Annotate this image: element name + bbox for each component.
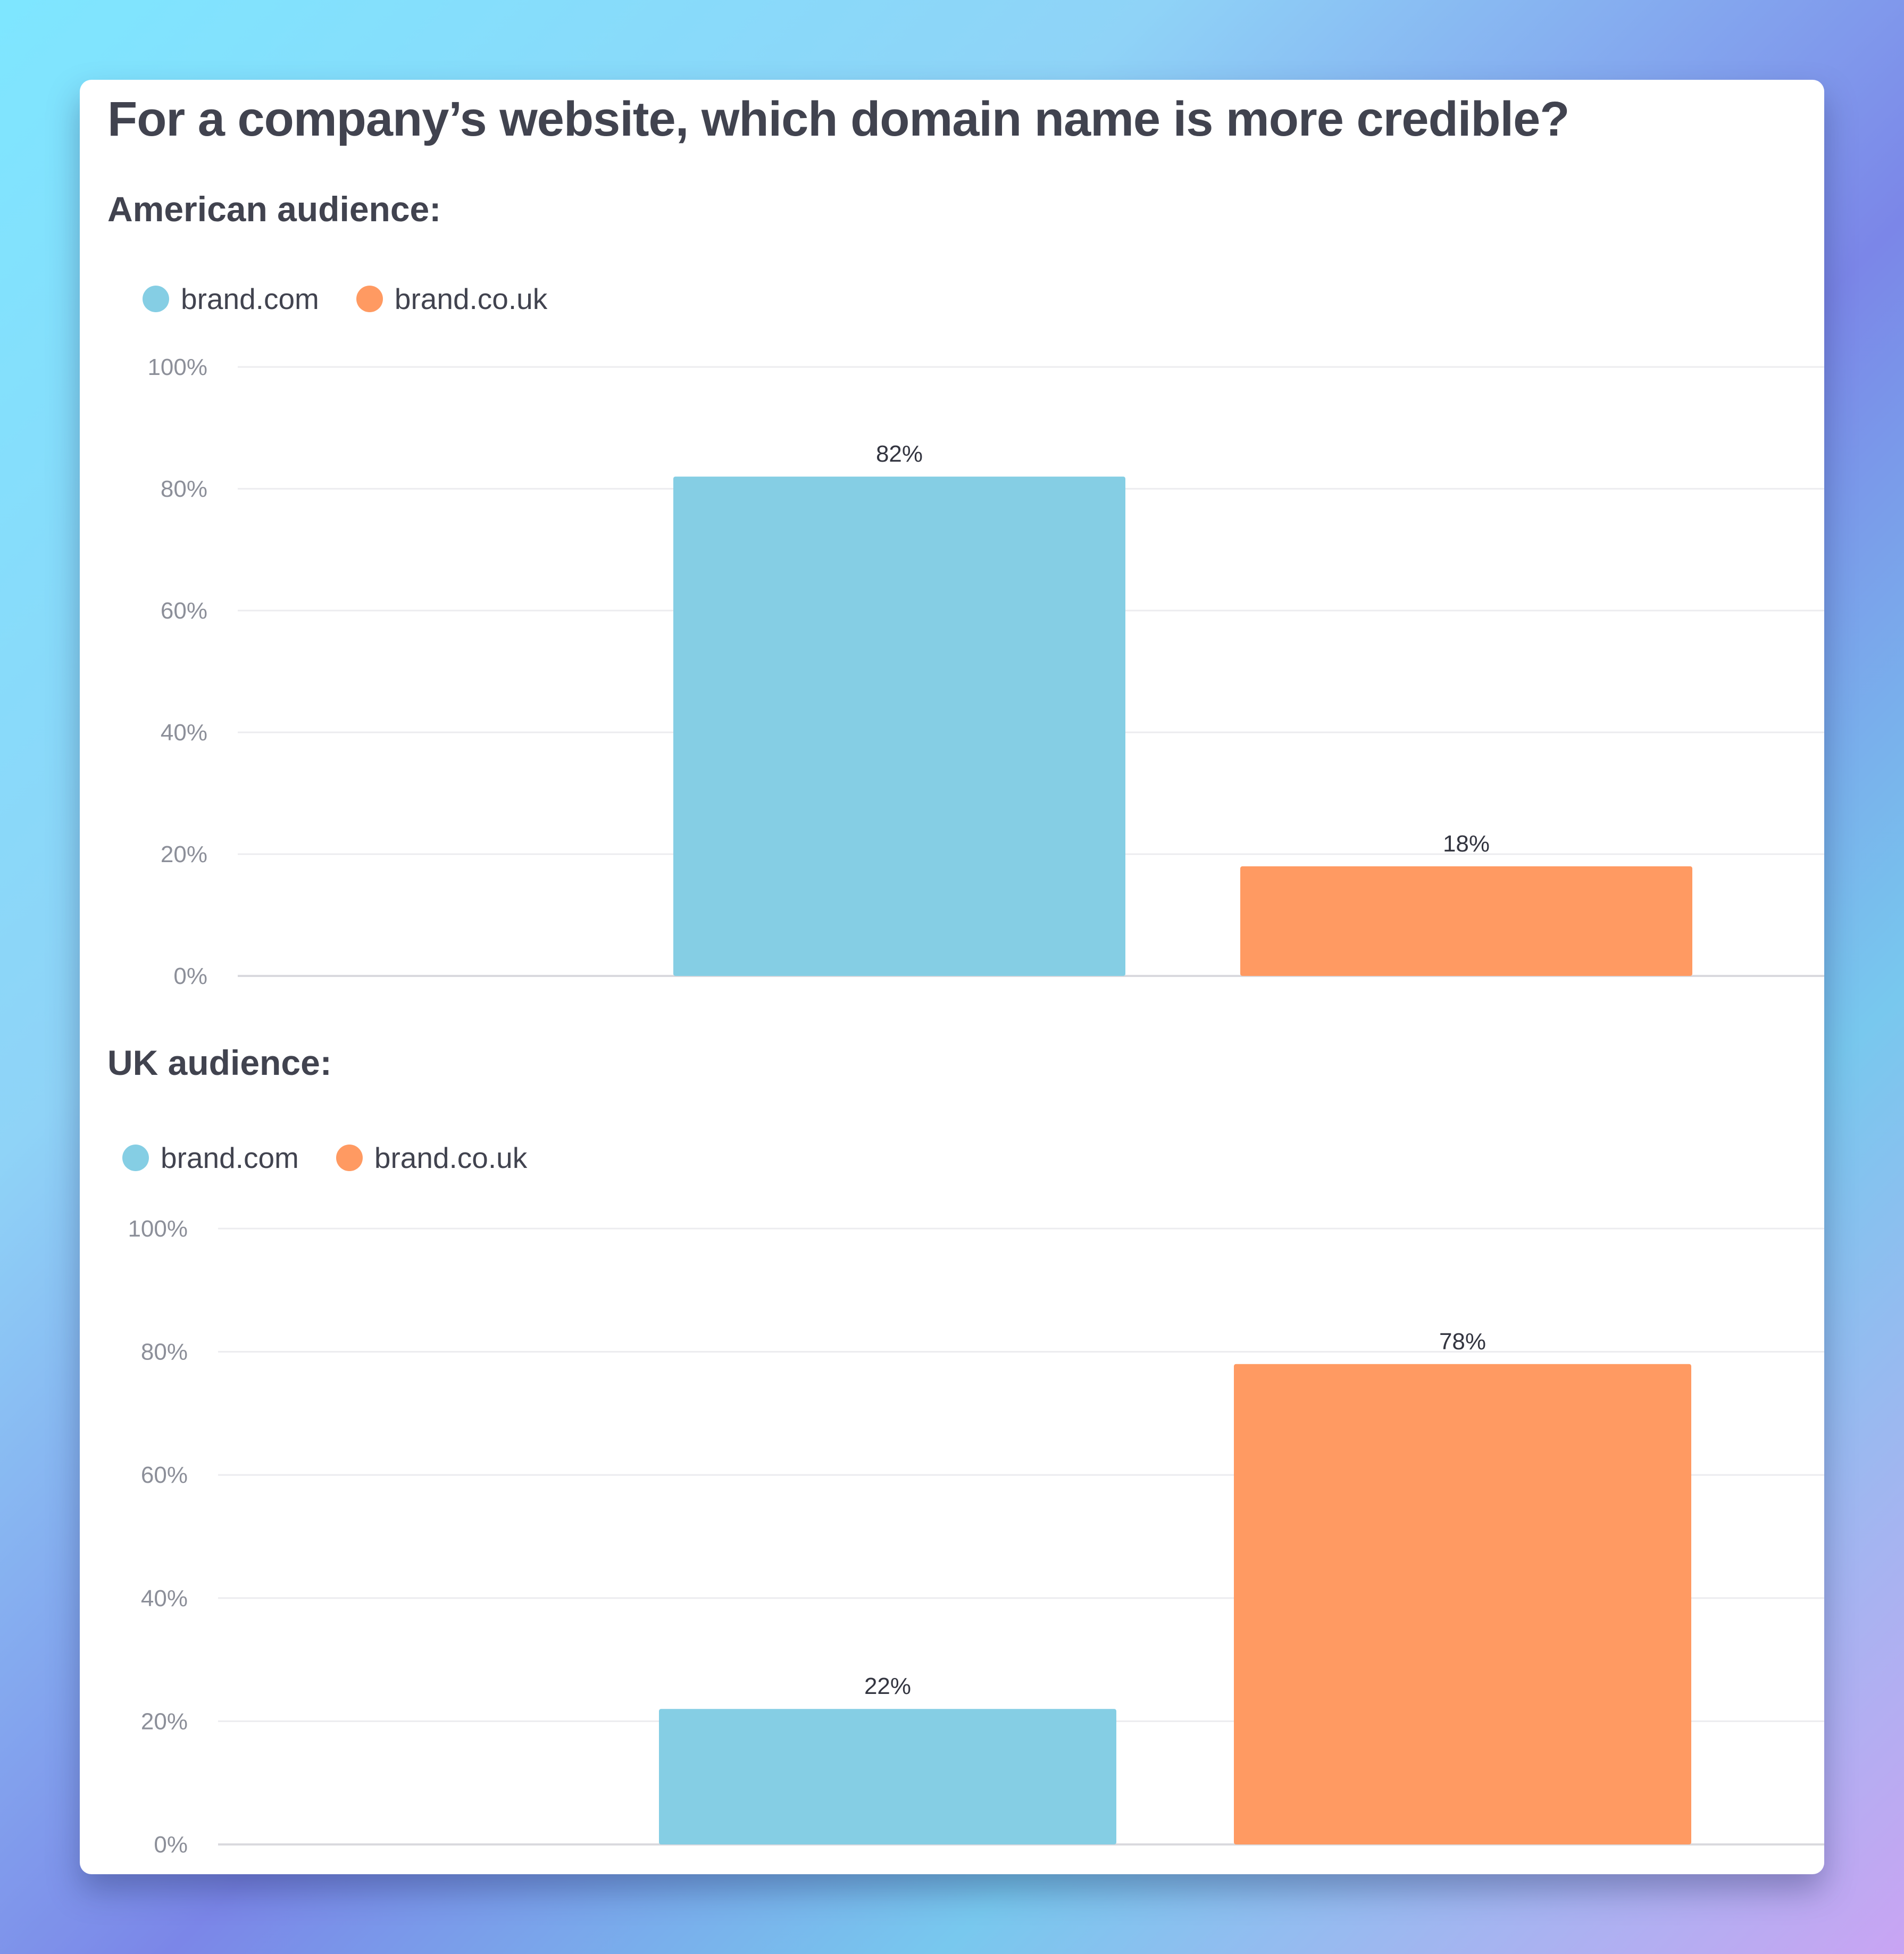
american-y-tick-label: 40% xyxy=(161,720,207,746)
american-data-label-brand-co-uk: 18% xyxy=(1443,831,1490,857)
uk-bar-chart: 0% 20% 40% 60% 80% 100% 22% 78% xyxy=(128,1216,1824,1858)
uk-bar-brand-com xyxy=(659,1709,1116,1844)
american-legend: brand.com brand.co.uk xyxy=(143,282,584,316)
legend-label-brand-com: brand.com xyxy=(161,1141,299,1174)
uk-data-label-brand-co-uk: 78% xyxy=(1439,1329,1486,1355)
uk-y-tick-label: 40% xyxy=(141,1585,188,1611)
legend-label-brand-com: brand.com xyxy=(181,282,319,315)
uk-y-tick-label: 20% xyxy=(141,1708,188,1734)
uk-legend: brand.com brand.co.uk xyxy=(122,1141,564,1175)
uk-y-tick-label: 60% xyxy=(141,1462,188,1488)
uk-y-tick-label: 80% xyxy=(141,1339,188,1365)
american-data-label-brand-com: 82% xyxy=(876,441,923,467)
uk-bar-brand-co-uk xyxy=(1234,1364,1691,1844)
chart-card: For a company’s website, which domain na… xyxy=(80,80,1824,1874)
american-y-tick-label: 60% xyxy=(161,598,207,624)
uk-data-label-brand-com: 22% xyxy=(864,1673,911,1699)
legend-swatch-brand-co-uk xyxy=(356,286,383,312)
chart-title: For a company’s website, which domain na… xyxy=(107,92,1569,146)
american-bar-chart: 0% 20% 40% 60% 80% 100% 82% 18% xyxy=(147,354,1824,989)
legend-item-brand-com[interactable]: brand.com xyxy=(143,282,319,316)
american-y-tick-label: 80% xyxy=(161,476,207,502)
legend-item-brand-co-uk[interactable]: brand.co.uk xyxy=(336,1141,527,1175)
american-audience-subtitle: American audience: xyxy=(107,189,441,229)
legend-item-brand-com[interactable]: brand.com xyxy=(122,1141,299,1175)
legend-label-brand-co-uk: brand.co.uk xyxy=(374,1141,528,1174)
american-y-tick-label: 20% xyxy=(161,841,207,867)
legend-item-brand-co-uk[interactable]: brand.co.uk xyxy=(356,282,547,316)
uk-y-tick-label: 100% xyxy=(128,1216,188,1242)
legend-swatch-brand-co-uk xyxy=(336,1145,363,1171)
legend-label-brand-co-uk: brand.co.uk xyxy=(394,282,548,315)
uk-audience-subtitle: UK audience: xyxy=(107,1043,332,1082)
american-y-tick-label: 100% xyxy=(147,354,207,380)
american-bar-brand-co-uk xyxy=(1240,866,1692,976)
american-bar-brand-com xyxy=(673,477,1125,976)
legend-swatch-brand-com xyxy=(122,1145,149,1171)
legend-swatch-brand-com xyxy=(143,286,169,312)
uk-y-tick-label: 0% xyxy=(154,1832,188,1858)
american-y-tick-label: 0% xyxy=(173,963,207,989)
